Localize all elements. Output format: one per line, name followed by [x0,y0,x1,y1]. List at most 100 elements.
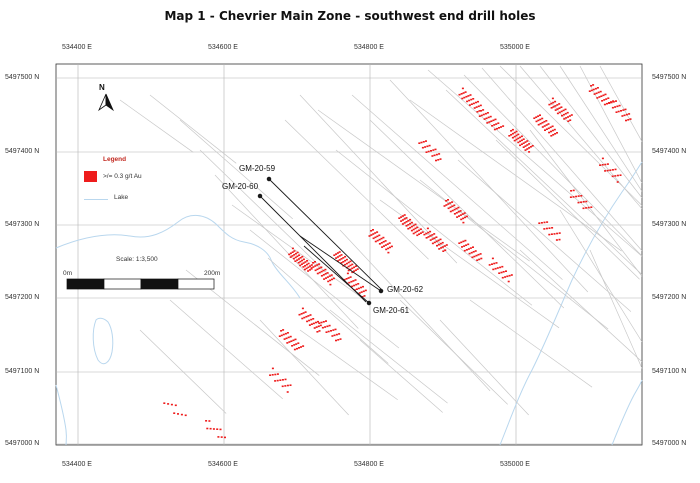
gold-intercept [468,99,471,102]
drill-trace [329,309,448,404]
gold-intercept [617,110,620,113]
drill-hole-label-gm-20-60: GM-20-60 [222,182,259,191]
gold-intercept [362,285,364,288]
gold-intercept [464,239,467,242]
gold-intercept [570,114,573,116]
gold-intercept [340,254,343,256]
gold-intercept [313,327,316,329]
gold-intercept [421,231,424,233]
gold-intercept [344,255,347,258]
gold-intercept [328,324,331,327]
gold-intercept [564,112,567,115]
gold-intercept [434,148,437,151]
gold-intercept [358,292,361,294]
gold-intercept [294,256,297,259]
gold-intercept [381,246,384,248]
drill-hole-trace-gm-20-62 [299,235,382,292]
gold-intercept [435,159,437,162]
gold-intercept [493,262,496,265]
gold-intercept [312,266,315,268]
gold-intercept [333,254,336,256]
gold-intercept [296,251,299,254]
gold-intercept [317,320,319,323]
gold-intercept [449,210,452,213]
gold-intercept [276,373,279,375]
gold-intercept [407,227,410,230]
drill-trace [339,229,491,392]
northing-label-left: 5497300 N [5,221,40,228]
gold-intercept [442,246,444,248]
gold-intercept [353,266,356,269]
scale-segment-2 [103,278,142,290]
gold-intercept [297,258,300,260]
gold-intercept [442,250,445,252]
gold-intercept [370,230,373,232]
gold-intercept [409,226,412,229]
gold-intercept [469,94,472,96]
gold-intercept [453,213,456,215]
gold-intercept [594,87,597,90]
gold-intercept [216,428,219,430]
gold-intercept [354,265,357,267]
gold-intercept [300,346,302,348]
gold-intercept [308,324,311,326]
gold-intercept [376,235,379,238]
gold-intercept [383,245,385,247]
easting-label-top: 534400 E [62,44,92,51]
gold-intercept [510,134,513,136]
gold-intercept [320,275,323,277]
gold-intercept [338,333,341,335]
gold-intercept [325,277,327,279]
drill-trace [559,65,643,192]
gold-intercept [572,196,575,198]
gold-intercept [628,113,631,115]
gold-intercept [355,288,358,290]
gold-intercept [293,254,296,256]
gold-intercept [205,420,208,422]
gold-intercept [478,110,481,112]
gold-intercept [535,116,538,118]
gold-intercept [587,206,590,209]
gold-intercept [312,262,315,264]
gold-intercept [615,111,618,113]
gold-intercept [616,181,619,183]
gold-intercept [419,232,422,234]
gold-intercept [543,120,546,123]
gold-intercept [421,146,424,149]
gold-intercept [315,326,318,328]
gold-intercept [342,257,345,259]
gold-intercept [347,261,350,264]
gold-intercept [494,118,497,121]
gold-intercept [477,253,480,256]
gold-intercept [382,241,385,243]
gold-intercept [569,196,572,198]
gold-intercept [372,229,374,231]
gold-intercept [515,138,518,141]
gold-intercept [562,109,565,112]
gold-intercept [493,128,496,131]
northing-label-right: 5497100 N [652,368,687,375]
gold-intercept [457,211,460,213]
gold-intercept [510,274,513,276]
gold-intercept [558,107,561,109]
gold-intercept [449,206,452,209]
gold-intercept [485,117,488,120]
gold-intercept [469,247,472,249]
north-arrow-right [105,93,114,112]
gold-intercept [474,250,477,252]
scale-bar [66,278,215,290]
gold-intercept [508,135,511,137]
gold-intercept [624,108,627,111]
drill-trace [299,329,398,401]
gold-intercept [376,239,379,242]
gold-intercept [310,323,313,325]
gold-intercept [269,374,272,376]
gold-intercept [455,207,458,210]
gold-intercept [603,103,606,106]
legend-title: Legend [103,156,127,163]
gold-intercept [511,136,514,139]
gold-intercept [429,239,432,241]
gold-intercept [471,256,474,259]
gold-intercept [347,265,350,268]
gold-intercept [545,124,548,126]
